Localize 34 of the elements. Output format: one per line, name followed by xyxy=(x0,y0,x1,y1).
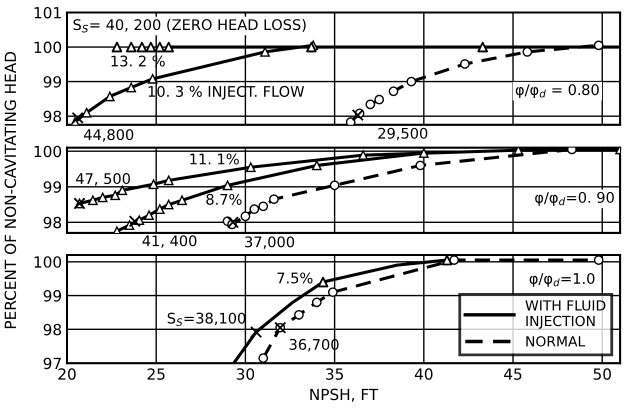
annotation: 11. 1% xyxy=(190,153,239,165)
y-tick-label: 97 xyxy=(44,358,61,370)
annotation: φ/φ$_{d}$ = 0.80 xyxy=(516,84,599,98)
annotation: 47, 500 xyxy=(76,173,130,186)
annotation: 8.7% xyxy=(206,194,242,205)
x-tick-label: 45 xyxy=(504,368,522,380)
annotation: 7.5% xyxy=(277,272,312,284)
annotation: 41, 400 xyxy=(142,235,196,248)
annotation: φ/φ$_{d}$=0. 90 xyxy=(535,192,614,206)
annotation: φ/φ$_{d}$=1.0 xyxy=(530,272,594,287)
annotation: 44,800 xyxy=(84,129,134,142)
legend-label: WITH FLUID INJECTION xyxy=(525,300,606,329)
y-tick-label: 98 xyxy=(44,110,62,122)
annotation: 29,500 xyxy=(378,128,428,140)
x-tick-label: 30 xyxy=(236,368,254,380)
y-axis-title: PERCENT OF NON-CAVITATING HEAD xyxy=(4,52,16,328)
x-tick-label: 40 xyxy=(414,368,433,380)
x-tick-label: 35 xyxy=(326,368,343,380)
x-tick-label: 50 xyxy=(594,368,611,380)
x-tick-label: 20 xyxy=(58,368,76,380)
y-tick-label: 99 xyxy=(44,290,62,302)
annotation: 37,000 xyxy=(245,236,294,249)
y-tick-label: 99 xyxy=(44,181,62,193)
annotation: S$_{S}$= 40, 200 (ZERO HEAD LOSS) xyxy=(73,18,306,32)
y-tick-label: 98 xyxy=(44,324,62,336)
y-tick-label: 100 xyxy=(34,42,62,54)
y-tick-label: 100 xyxy=(34,256,62,268)
x-tick-label: 25 xyxy=(148,368,165,380)
y-tick-label: 98 xyxy=(44,216,62,228)
y-tick-label: 101 xyxy=(34,6,61,18)
legend-label: NORMAL xyxy=(526,336,586,347)
x-axis-title: NPSH, FT xyxy=(310,388,378,402)
y-tick-label: 99 xyxy=(44,76,62,88)
y-tick-label: 100 xyxy=(34,146,62,158)
